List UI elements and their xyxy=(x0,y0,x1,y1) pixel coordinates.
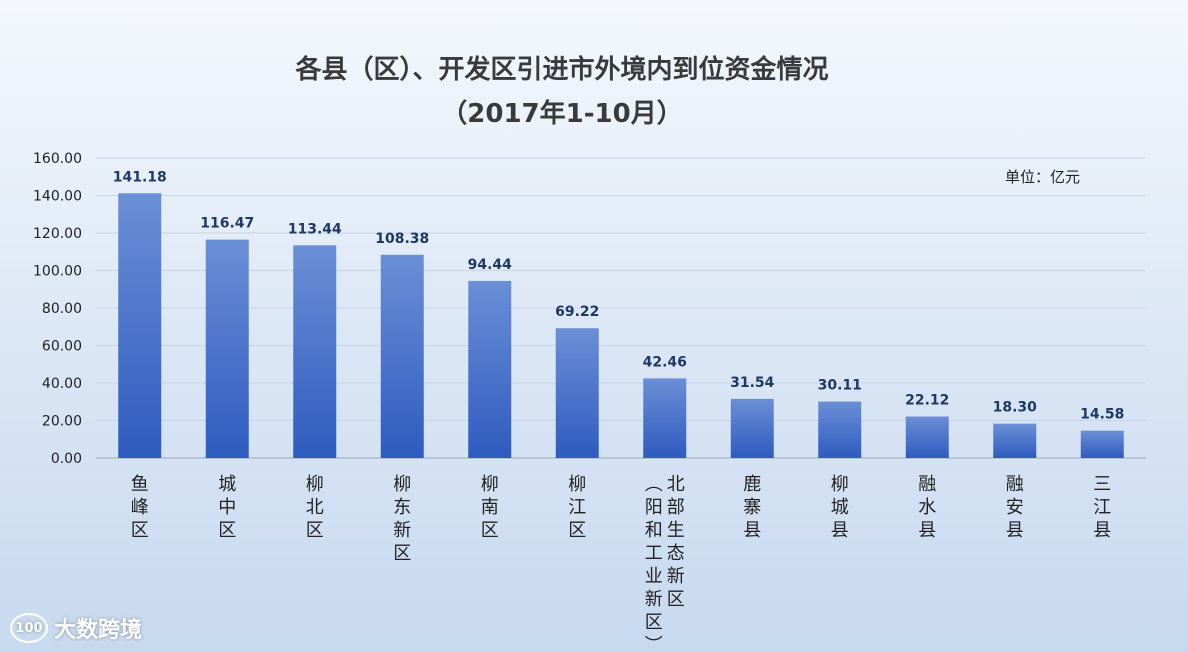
x-axis: 鱼峰区 城中区 柳北区 柳东新区 柳南区 柳江区 北部生态新区︵阳和工业新区︶ 鹿寨县 柳城县 融… xyxy=(131,474,1112,652)
bar xyxy=(1080,430,1124,458)
x-tick-label: 柳江区 xyxy=(568,474,586,541)
watermark-text: 大数跨境 xyxy=(54,618,143,643)
unit-label: 单位：亿元 xyxy=(1005,168,1080,186)
x-tick-label: 城中区 xyxy=(218,474,236,541)
data-label: 18.30 xyxy=(993,400,1038,416)
data-label: 22.12 xyxy=(905,393,949,409)
data-label: 116.47 xyxy=(200,216,254,232)
bar xyxy=(818,401,862,458)
bar xyxy=(905,416,949,458)
watermark-logo: 100 xyxy=(10,613,48,643)
bar xyxy=(468,280,512,458)
x-tick-label: 鱼峰区 xyxy=(131,474,149,541)
y-tick-label: 40.00 xyxy=(42,376,82,392)
y-tick-label: 100.00 xyxy=(33,264,82,280)
y-axis: 0.00 20.00 40.00 60.00 80.00 100.00 120.00 140.… xyxy=(33,151,82,467)
y-tick-label: 140.00 xyxy=(33,189,82,205)
bars xyxy=(118,193,1124,458)
y-tick-label: 60.00 xyxy=(42,339,82,355)
x-tick-label: 融水县 xyxy=(918,474,936,541)
x-tick-label: 柳东新区 xyxy=(393,474,411,564)
data-label: 31.54 xyxy=(730,375,775,391)
chart-subtitle: （2017年1-10月） xyxy=(441,98,682,129)
data-label: 30.11 xyxy=(818,378,862,394)
x-tick-label: 鹿寨县 xyxy=(743,474,761,541)
data-label: 108.38 xyxy=(375,231,429,247)
y-tick-label: 0.00 xyxy=(51,451,82,467)
x-tick-label: 融安县 xyxy=(1006,474,1024,541)
data-label: 14.58 xyxy=(1080,407,1124,423)
data-label: 42.46 xyxy=(643,354,687,370)
y-tick-label: 20.00 xyxy=(42,414,82,430)
y-tick-label: 160.00 xyxy=(33,151,82,167)
gridlines xyxy=(96,157,1146,459)
bar xyxy=(643,378,687,458)
bar xyxy=(730,398,774,458)
bar xyxy=(380,254,424,458)
x-tick-label: 柳城县 xyxy=(831,474,849,541)
data-label: 69.22 xyxy=(555,304,599,320)
x-tick-label: 柳南区 xyxy=(481,474,499,541)
data-labels: 141.18 116.47 113.44 108.38 94.44 69.22 42.46 3… xyxy=(113,169,1125,422)
data-label: 113.44 xyxy=(288,221,342,237)
y-tick-label: 80.00 xyxy=(42,301,82,317)
y-tick-label: 120.00 xyxy=(33,226,82,242)
bar xyxy=(205,239,249,458)
bar xyxy=(993,423,1037,458)
watermark: 100 大数跨境 xyxy=(10,612,142,644)
data-label: 94.44 xyxy=(468,257,513,273)
bar xyxy=(118,193,162,458)
bar xyxy=(293,245,337,458)
chart-title: 各县（区）、开发区引进市外境内到位资金情况 xyxy=(294,54,828,85)
x-tick-label: 柳北区 xyxy=(306,474,324,541)
bar xyxy=(555,328,599,458)
x-tick-label: 北部生态新区︵阳和工业新区︶ xyxy=(645,474,685,652)
data-label: 141.18 xyxy=(113,169,167,185)
x-tick-label: 三江县 xyxy=(1093,474,1111,541)
